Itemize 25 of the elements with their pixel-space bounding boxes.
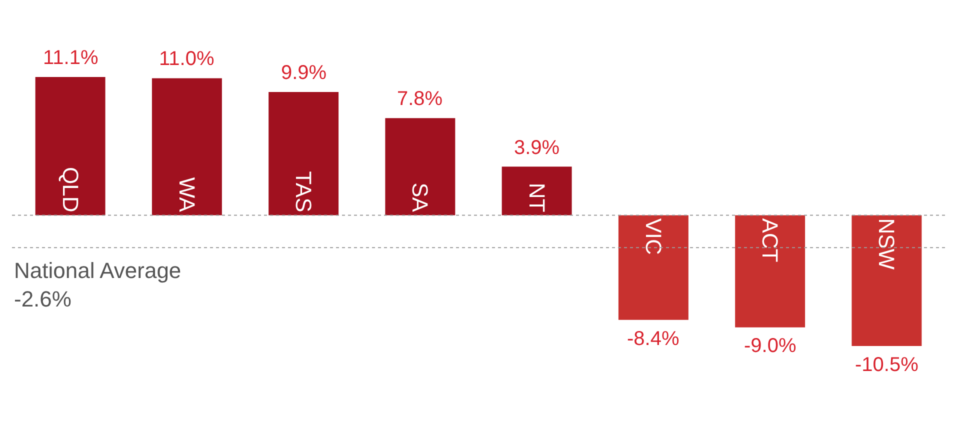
bar: [35, 77, 106, 216]
bar: [852, 215, 922, 346]
x-tick-label: VIC: [640, 218, 666, 256]
ref-line-label: National Average -2.6%: [14, 258, 182, 312]
x-tick-label: NSW: [874, 218, 900, 270]
bar: [618, 215, 688, 320]
bar: [152, 78, 222, 216]
x-tick-label: NT: [524, 182, 550, 212]
data-label: 7.8%: [397, 88, 443, 110]
x-tick-label: ACT: [758, 218, 783, 262]
bar: [268, 92, 339, 216]
x-tick-label: SA: [408, 182, 433, 212]
bar: [502, 166, 572, 216]
data-label: -8.4%: [627, 328, 680, 350]
x-tick-label: WA: [174, 177, 200, 212]
bar: [385, 118, 456, 216]
data-label: -10.5%: [855, 354, 919, 376]
x-tick-label: TAS: [291, 171, 316, 212]
x-tick-label: QLD: [58, 166, 83, 212]
data-label: 3.9%: [514, 137, 560, 159]
data-label: -9.0%: [744, 335, 796, 357]
bar: [735, 215, 806, 328]
data-label: 9.9%: [281, 62, 327, 84]
data-label: 11.1%: [43, 47, 98, 69]
data-label: 11.0%: [159, 48, 214, 70]
